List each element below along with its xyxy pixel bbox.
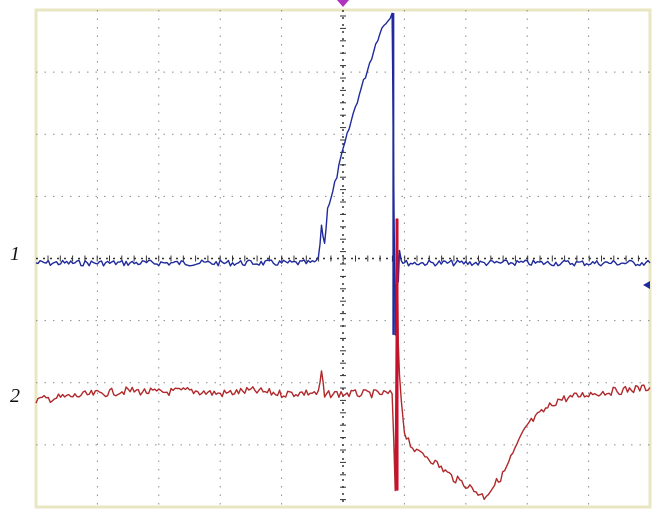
channel-1-label: 1	[10, 243, 20, 265]
trigger-level-marker	[643, 281, 650, 289]
trigger-position-marker	[337, 0, 349, 7]
channel-1-trace	[35, 12, 651, 336]
channel-2-label: 2	[10, 385, 20, 407]
markers	[337, 0, 650, 289]
traces	[35, 12, 651, 501]
channel-2-trace	[35, 218, 651, 501]
